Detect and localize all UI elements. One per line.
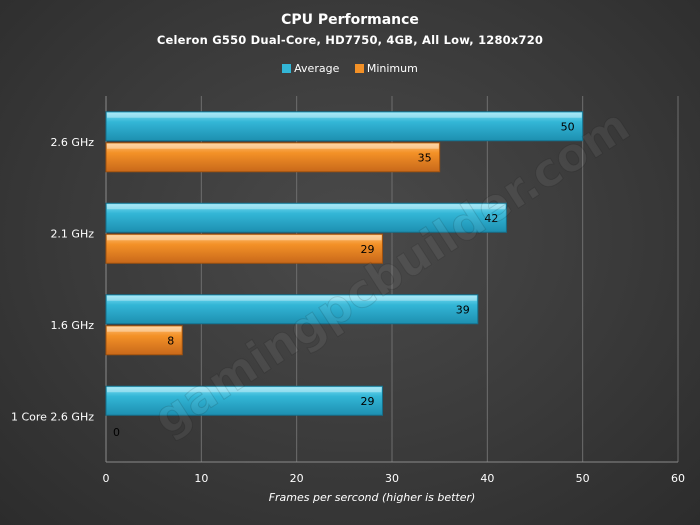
bar-minimum [105,325,183,356]
x-tick-label: 10 [194,472,208,485]
chart-subtitle: Celeron G550 Dual-Core, HD7750, 4GB, All… [156,33,544,47]
chart-legend: Average Minimum [0,62,700,75]
x-tick-label: 40 [480,472,494,485]
legend-label-average: Average [294,62,340,75]
bar-average [105,385,383,416]
x-tick-label: 20 [290,472,304,485]
legend-swatch-average [282,64,292,73]
legend-swatch-minimum [354,64,364,73]
chart-title: CPU Performance [281,12,419,28]
bar-highlight [107,112,582,118]
bar-highlight [107,295,477,301]
data-label-minimum: 35 [418,151,432,164]
x-tick-label: 50 [576,472,590,485]
bar-highlight [107,235,382,241]
bar-highlight [107,387,382,393]
bar-highlight [107,204,506,210]
x-tick-label: 60 [671,472,685,485]
bar-average [105,202,507,233]
data-label-minimum: 29 [360,243,374,256]
data-label-minimum: 0 [113,426,120,439]
category-label: 1.6 GHz [50,319,94,332]
x-axis-label: Frames per sercond (higher is better) [269,491,476,504]
category-label: 2.1 GHz [50,227,94,240]
x-tick-label: 30 [385,472,399,485]
data-label-average: 42 [484,212,498,225]
data-label-minimum: 8 [167,334,174,347]
data-label-average: 29 [360,395,374,408]
bar-average [105,111,584,142]
bar-average [105,294,479,325]
bar-highlight [107,143,439,149]
bar-highlight [107,326,182,332]
legend-item-average: Average [282,62,339,75]
category-label: 2.6 GHz [50,136,94,149]
data-label-average: 39 [456,303,470,316]
data-label-average: 50 [561,120,575,133]
legend-item-minimum: Minimum [354,62,418,75]
category-label: 1 Core 2.6 GHz [11,410,94,423]
legend-label-minimum: Minimum [366,62,418,75]
x-tick-label: 0 [103,472,110,485]
bar-minimum [105,233,383,264]
bar-minimum [105,142,441,173]
